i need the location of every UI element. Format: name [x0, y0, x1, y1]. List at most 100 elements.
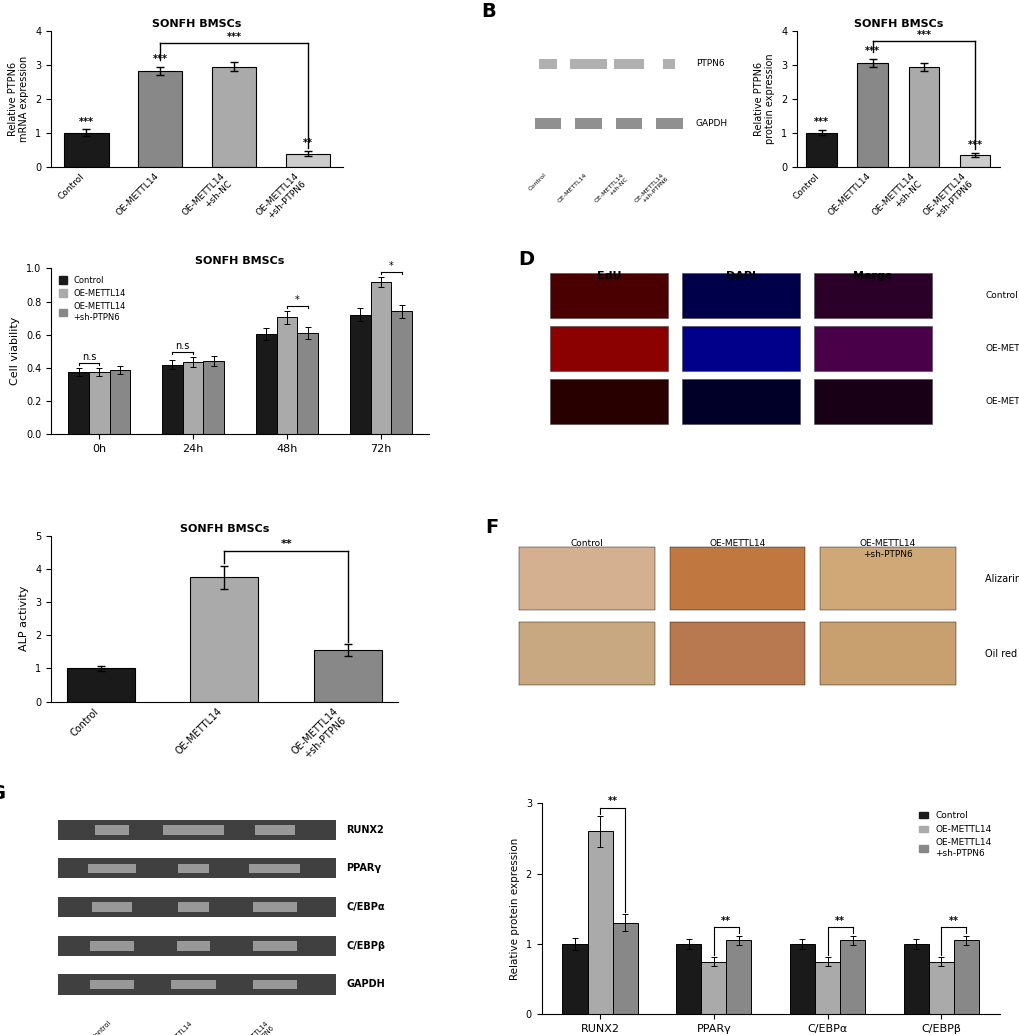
Text: Oil red: Oil red: [984, 649, 1016, 658]
Text: *: *: [294, 295, 300, 305]
Text: **: **: [607, 796, 616, 806]
Text: B: B: [481, 2, 495, 22]
Bar: [682, 380, 799, 424]
Bar: [256, 334, 276, 434]
Y-axis label: Relative protein expression: Relative protein expression: [510, 837, 520, 980]
Bar: [90, 979, 133, 989]
Bar: [58, 858, 335, 879]
Text: **: **: [835, 916, 844, 925]
Bar: [682, 326, 799, 372]
Text: **: **: [720, 916, 731, 925]
Text: RUNX2: RUNX2: [345, 825, 383, 834]
Bar: [662, 59, 675, 69]
Bar: [819, 548, 955, 611]
Text: **: **: [948, 916, 958, 925]
Title: SONFH BMSCs: SONFH BMSCs: [152, 19, 242, 29]
Text: Control: Control: [528, 172, 547, 191]
Bar: [92, 903, 132, 912]
Bar: [519, 548, 654, 611]
Text: OE-METTL14: OE-METTL14: [160, 1019, 194, 1035]
Bar: [549, 326, 667, 372]
Bar: [819, 622, 955, 685]
Bar: [668, 548, 805, 611]
Bar: [58, 936, 335, 956]
Bar: [89, 863, 136, 874]
Bar: [682, 273, 799, 318]
Text: D: D: [518, 250, 534, 269]
Text: OE-METTL14
+sh-PTPN6: OE-METTL14 +sh-PTPN6: [859, 539, 915, 559]
Bar: [66, 669, 135, 702]
Bar: [298, 333, 318, 434]
Bar: [726, 941, 751, 1014]
Bar: [171, 979, 215, 989]
Bar: [840, 941, 864, 1014]
Bar: [314, 650, 381, 702]
Bar: [857, 63, 888, 167]
Bar: [519, 622, 654, 685]
Text: G: G: [0, 785, 6, 803]
Bar: [255, 825, 294, 834]
Bar: [178, 863, 209, 874]
Text: EdU: EdU: [596, 271, 621, 280]
Text: **: **: [280, 539, 291, 550]
Bar: [549, 273, 667, 318]
Text: F: F: [485, 518, 498, 536]
Bar: [253, 979, 297, 989]
Legend: Control, OE-METTL14, OE-METTL14
+sh-PTPN6: Control, OE-METTL14, OE-METTL14 +sh-PTPN…: [914, 808, 995, 861]
Bar: [676, 944, 700, 1014]
Bar: [959, 155, 989, 167]
Title: SONFH BMSCs: SONFH BMSCs: [853, 19, 943, 29]
Bar: [613, 59, 643, 69]
Text: OE-METTL14
+sh-NC: OE-METTL14 +sh-NC: [593, 172, 629, 208]
Text: C/EBPβ: C/EBPβ: [345, 941, 385, 951]
Bar: [285, 154, 329, 167]
Bar: [612, 923, 637, 1014]
Text: OE-METTL14: OE-METTL14: [556, 172, 588, 204]
Text: Merge: Merge: [852, 271, 892, 280]
Bar: [176, 941, 210, 950]
Y-axis label: Relative PTPN6
mRNA expression: Relative PTPN6 mRNA expression: [8, 56, 30, 142]
Bar: [191, 578, 258, 702]
Text: ***: ***: [78, 117, 94, 126]
Bar: [908, 66, 938, 167]
Bar: [68, 372, 89, 434]
Text: PTPN6: PTPN6: [695, 59, 723, 68]
Bar: [903, 944, 928, 1014]
Text: OE-METTL14
+sh-PTPN6: OE-METTL14 +sh-PTPN6: [236, 1019, 274, 1035]
Bar: [391, 312, 412, 434]
Bar: [163, 825, 224, 834]
Bar: [138, 71, 182, 167]
Bar: [813, 380, 930, 424]
Bar: [534, 118, 560, 128]
Text: Alizarin red: Alizarin red: [984, 574, 1019, 584]
Bar: [549, 380, 667, 424]
Bar: [615, 118, 641, 128]
Y-axis label: Relative PTPN6
protein expression: Relative PTPN6 protein expression: [753, 54, 774, 144]
Y-axis label: Cell viability: Cell viability: [10, 317, 20, 385]
Text: ***: ***: [813, 117, 828, 127]
Bar: [814, 962, 840, 1014]
Bar: [587, 831, 612, 1014]
Bar: [813, 326, 930, 372]
Legend: Control, OE-METTL14, OE-METTL14
+sh-PTPN6: Control, OE-METTL14, OE-METTL14 +sh-PTPN…: [55, 272, 129, 325]
Text: n.s: n.s: [175, 342, 190, 351]
Bar: [253, 903, 297, 912]
Text: C/EBPα: C/EBPα: [345, 903, 384, 912]
Text: GAPDH: GAPDH: [345, 979, 384, 989]
Title: SONFH BMSCs: SONFH BMSCs: [196, 257, 284, 266]
Bar: [805, 132, 837, 167]
Y-axis label: ALP activity: ALP activity: [19, 586, 30, 651]
Text: OE-METTL14: OE-METTL14: [708, 539, 765, 549]
Bar: [95, 825, 128, 834]
Text: PPARγ: PPARγ: [345, 863, 381, 874]
Text: OE-METTL14
+sh-PTPN6: OE-METTL14 +sh-PTPN6: [633, 172, 668, 208]
Bar: [370, 282, 391, 434]
Bar: [655, 118, 682, 128]
Bar: [58, 897, 335, 917]
Bar: [58, 974, 335, 995]
Bar: [561, 944, 587, 1014]
Bar: [182, 362, 203, 434]
Bar: [253, 941, 297, 950]
Bar: [178, 903, 209, 912]
Bar: [250, 863, 300, 874]
